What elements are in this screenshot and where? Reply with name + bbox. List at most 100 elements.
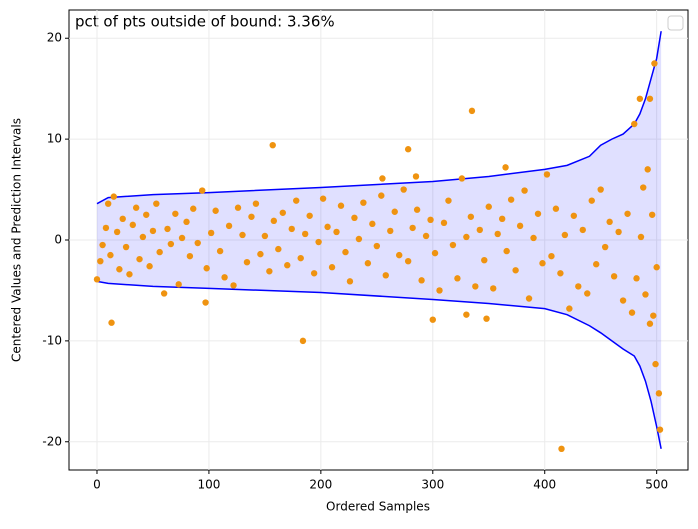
y-tick-label: 20: [47, 31, 62, 45]
point: [601, 243, 609, 251]
point: [409, 224, 416, 232]
point: [476, 226, 484, 234]
point: [637, 233, 645, 241]
point: [404, 257, 412, 265]
point: [561, 231, 569, 239]
y-axis-label: Centered Values and Prediction Intervals: [10, 118, 24, 362]
point: [454, 275, 461, 282]
point: [269, 141, 276, 149]
point: [297, 254, 304, 262]
point: [190, 205, 197, 212]
point: [483, 315, 490, 322]
point: [503, 247, 510, 255]
point: [139, 233, 147, 241]
point: [579, 226, 586, 234]
point: [279, 209, 286, 216]
point: [502, 164, 509, 171]
point: [156, 248, 163, 256]
point: [328, 264, 336, 271]
point: [355, 235, 363, 243]
lower-bound: [96, 280, 662, 449]
point: [525, 295, 533, 302]
point: [652, 360, 659, 368]
point: [646, 320, 654, 327]
point: [104, 200, 112, 207]
point: [606, 218, 613, 226]
point: [498, 215, 506, 223]
point: [319, 195, 327, 202]
point: [315, 238, 322, 246]
point: [178, 234, 186, 242]
point: [494, 230, 501, 238]
point: [512, 267, 519, 274]
point: [628, 309, 636, 316]
point: [404, 146, 412, 153]
point: [507, 196, 515, 203]
point: [221, 274, 228, 281]
point: [243, 258, 251, 266]
point: [342, 248, 349, 256]
point: [369, 220, 376, 228]
upper-bound: [96, 31, 662, 205]
x-tick-label: 100: [197, 478, 220, 492]
point: [548, 252, 555, 260]
point: [364, 260, 372, 267]
point: [212, 207, 219, 214]
point: [270, 217, 278, 225]
point: [593, 261, 600, 268]
point: [116, 266, 123, 273]
point: [97, 257, 104, 265]
point: [543, 171, 551, 178]
point: [167, 240, 175, 248]
point: [108, 319, 115, 326]
point: [530, 234, 537, 242]
point: [440, 219, 448, 227]
point: [588, 197, 595, 204]
point: [650, 312, 657, 319]
point: [396, 251, 403, 259]
point: [400, 186, 407, 193]
point: [146, 263, 153, 270]
point: [436, 287, 443, 294]
point: [624, 210, 631, 217]
point: [656, 426, 664, 433]
point: [149, 227, 157, 235]
point: [449, 241, 457, 249]
point: [490, 285, 497, 292]
point: [99, 241, 106, 249]
point: [153, 200, 160, 207]
x-tick-label: 200: [309, 478, 332, 492]
point: [199, 187, 206, 194]
y-tick-label: -20: [42, 434, 62, 448]
point: [194, 239, 201, 247]
point: [299, 337, 307, 345]
point: [412, 173, 420, 180]
point: [516, 222, 524, 230]
point: [429, 316, 436, 323]
point: [431, 249, 439, 257]
x-tick-label: 500: [645, 478, 668, 492]
point: [129, 221, 137, 229]
point: [391, 208, 398, 215]
point: [485, 203, 492, 210]
point: [651, 60, 658, 67]
point: [107, 251, 114, 259]
point: [584, 290, 591, 297]
point: [615, 228, 622, 236]
point: [640, 184, 647, 191]
point: [186, 252, 194, 260]
point: [293, 197, 300, 204]
point: [468, 107, 476, 115]
point: [132, 204, 140, 211]
point: [324, 223, 331, 231]
point: [642, 291, 649, 298]
point: [183, 218, 190, 226]
point: [463, 311, 470, 318]
point: [653, 264, 660, 271]
y-tick-label: -10: [42, 333, 62, 347]
point: [387, 227, 394, 235]
point: [230, 282, 237, 289]
point: [534, 210, 542, 217]
point: [239, 231, 246, 239]
point: [113, 228, 121, 236]
